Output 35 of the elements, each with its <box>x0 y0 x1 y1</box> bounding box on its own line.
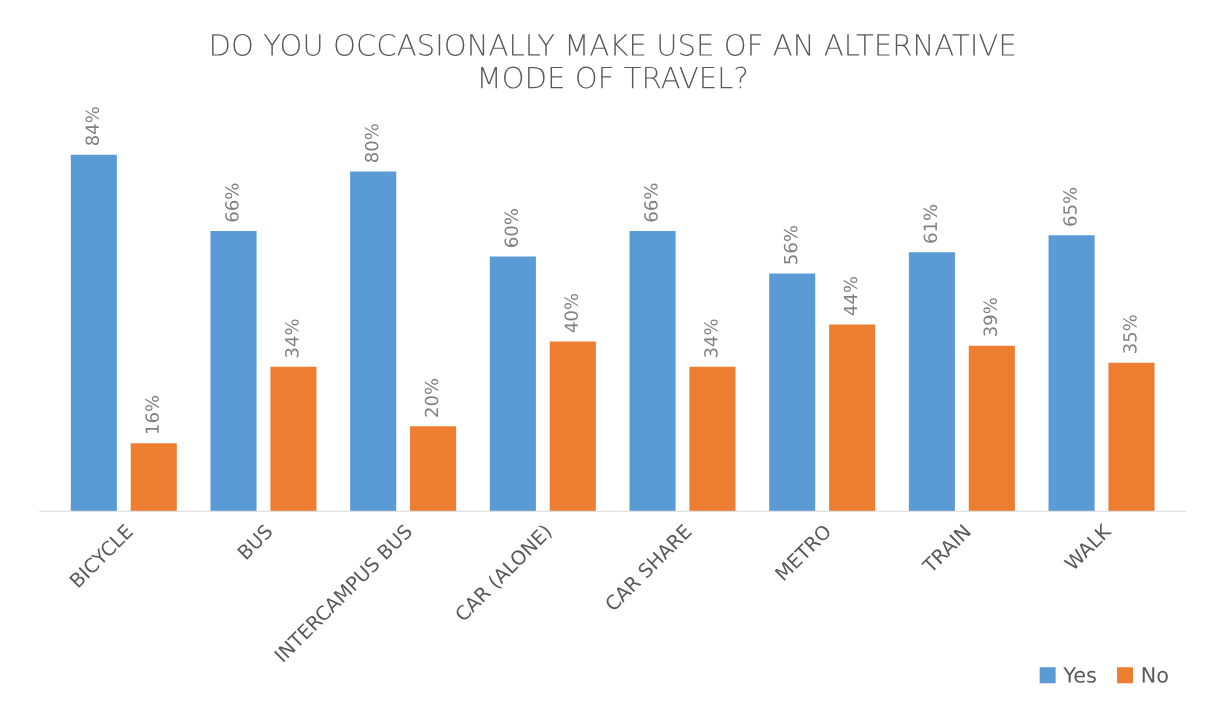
data-label: 65% <box>1063 187 1077 226</box>
chart-title: DO YOU OCCASIONALLY MAKE USE OF AN ALTERNATIVE MODE OF TRAVEL? <box>212 33 1015 89</box>
data-label: 39% <box>983 298 998 336</box>
bar <box>549 341 596 512</box>
bar <box>70 154 117 512</box>
data-label: 61% <box>923 204 938 243</box>
bar <box>769 273 816 512</box>
data-label: 60% <box>504 209 519 247</box>
legend-label: Yes <box>1063 667 1096 683</box>
bar <box>829 324 876 512</box>
bar <box>908 252 955 512</box>
data-label: 20% <box>424 378 439 417</box>
data-label: 80% <box>364 124 379 163</box>
data-label: 34% <box>285 319 299 358</box>
bar <box>130 443 177 512</box>
bar <box>270 366 317 512</box>
bar <box>1048 235 1095 512</box>
data-label: 56% <box>783 226 798 264</box>
bar <box>629 231 676 512</box>
bar <box>689 366 736 512</box>
data-label: 40% <box>564 293 579 333</box>
data-label: 34% <box>704 319 718 358</box>
data-label: 44% <box>843 276 858 316</box>
bar <box>210 231 257 512</box>
bar <box>968 345 1015 512</box>
data-label: 84% <box>85 107 100 146</box>
bar <box>410 426 457 512</box>
legend-label: No <box>1142 667 1168 683</box>
bar <box>489 256 536 512</box>
data-label: 16% <box>145 395 159 433</box>
data-label: 35% <box>1123 315 1137 353</box>
data-label: 66% <box>225 183 239 222</box>
data-label: 66% <box>644 183 658 222</box>
bar <box>1108 362 1155 512</box>
bar <box>350 171 397 512</box>
